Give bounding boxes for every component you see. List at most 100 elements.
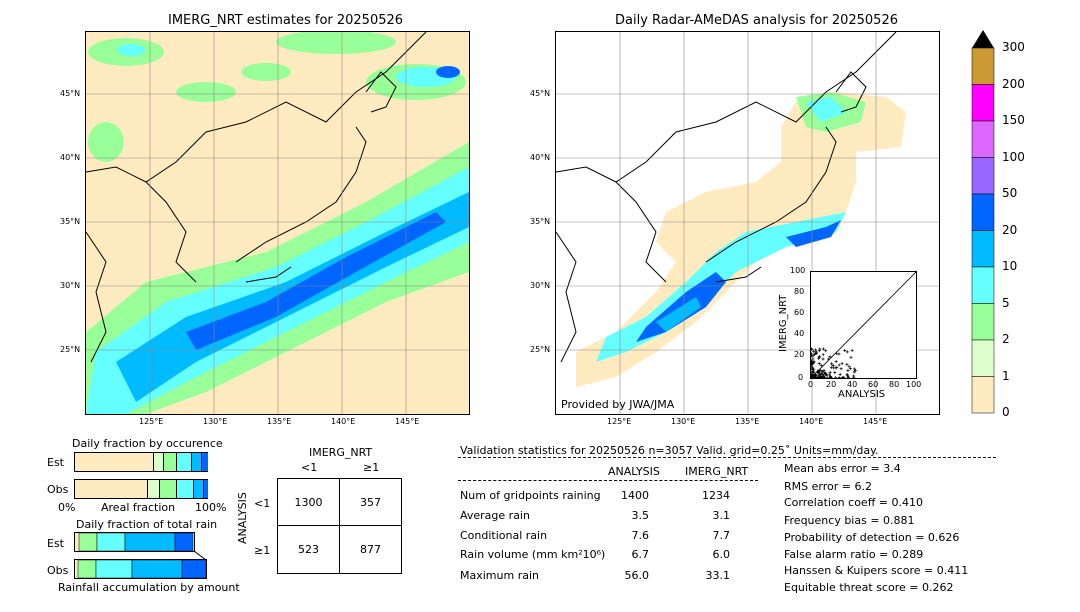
scatter-point xyxy=(843,349,847,353)
occurrence-axis-right: 100% xyxy=(195,501,227,514)
scatter-point xyxy=(852,374,856,378)
contingency-cell-lt-lt: 1300 xyxy=(277,478,340,526)
scatter-point xyxy=(812,349,816,353)
scatter-ylabel: IMERG_NRT xyxy=(778,294,789,352)
scatter-point xyxy=(809,359,813,363)
left-map-canvas xyxy=(86,32,469,414)
scatter-point xyxy=(815,370,819,374)
stat-imerg-conditional: 7.7 xyxy=(712,529,731,542)
validation-header: Validation statistics for 20250526 n=305… xyxy=(460,444,879,457)
score-hk: Hanssen & Kuipers score = 0.411 xyxy=(784,564,969,577)
right-lon-135: 135°E xyxy=(735,417,760,426)
scatter-point xyxy=(852,370,856,374)
scatter-point xyxy=(811,370,815,374)
radar-credit: Provided by JWA/JMA xyxy=(561,398,675,411)
right-coastline xyxy=(556,32,897,363)
left-lon-140: 140°E xyxy=(331,417,356,426)
score-pod: Probability of detection = 0.626 xyxy=(784,531,960,544)
left-lon-145: 145°E xyxy=(395,417,420,426)
scatter-point xyxy=(825,373,829,377)
inset-scatter-canvas xyxy=(809,271,917,380)
occurrence-est-label: Est xyxy=(47,456,64,469)
score-far: False alarm ratio = 0.289 xyxy=(784,548,924,561)
colorbar-band-9 xyxy=(971,376,995,414)
scatter-point xyxy=(840,361,844,365)
colorbar-label-20: 20 xyxy=(1002,222,1018,237)
scatter-ytick-60: 60 xyxy=(794,308,805,317)
scatter-point xyxy=(852,367,856,371)
scatter-point xyxy=(821,347,825,351)
scatter-point xyxy=(824,349,828,353)
scatter-point xyxy=(845,350,849,354)
scatter-xtick-60: 60 xyxy=(868,380,879,389)
colorbar-band-3 xyxy=(971,157,995,195)
scatter-point xyxy=(833,371,837,375)
scatter-point xyxy=(819,374,823,378)
scatter-point xyxy=(811,357,815,361)
occurrence-obs-label: Obs xyxy=(47,483,69,496)
contingency-cell-lt-ge: 357 xyxy=(339,478,402,526)
contingency-col-lt: <1 xyxy=(301,461,318,474)
colorbar xyxy=(971,30,995,414)
scatter-point xyxy=(817,373,821,377)
scatter-point xyxy=(810,363,814,367)
right-lat-45: 45°N xyxy=(530,89,551,98)
score-rms: RMS error = 6.2 xyxy=(784,480,872,493)
scatter-point xyxy=(817,355,821,359)
colorbar-label-200: 200 xyxy=(1002,76,1025,91)
scatter-ytick-0: 0 xyxy=(798,373,804,382)
scatter-point xyxy=(821,370,825,374)
scatter-point xyxy=(809,353,813,357)
occurrence-est-bar xyxy=(74,452,208,472)
right-lat-40: 40°N xyxy=(530,153,551,162)
scatter-point xyxy=(809,367,813,371)
stat-imerg-maximum: 33.1 xyxy=(705,569,731,582)
left-map xyxy=(85,31,470,415)
contingency-cell-ge-lt: 523 xyxy=(277,525,340,574)
scatter-point xyxy=(849,355,853,359)
contingency-row-lt: <1 xyxy=(254,497,271,510)
left-lat-40: 40°N xyxy=(60,153,81,162)
scatter-point xyxy=(827,373,831,377)
scatter-point xyxy=(830,362,834,366)
scatter-point xyxy=(845,374,849,378)
scatter-ytick-80: 80 xyxy=(794,287,805,296)
scatter-point xyxy=(819,372,823,376)
left-map-title: IMERG_NRT estimates for 20250526 xyxy=(168,13,404,28)
scatter-xlabel: ANALYSIS xyxy=(838,389,886,400)
scatter-point xyxy=(834,351,838,355)
scatter-point xyxy=(834,376,838,380)
scatter-xtick-0: 0 xyxy=(808,380,814,389)
scatter-point xyxy=(837,363,841,367)
right-lon-145: 145°E xyxy=(863,417,888,426)
scatter-ytick-100: 100 xyxy=(790,266,806,275)
colorbar-label-150: 150 xyxy=(1002,113,1025,127)
right-lon-130: 130°E xyxy=(671,417,696,426)
contingency-col-title: IMERG_NRT xyxy=(309,446,373,459)
colorbar-band-5 xyxy=(971,230,995,268)
scatter-point xyxy=(838,372,842,376)
occurrence-title: Daily fraction by occurence xyxy=(72,437,223,450)
scatter-point xyxy=(826,357,830,361)
scatter-ytick-20: 20 xyxy=(794,350,805,359)
scatter-diagonal xyxy=(810,271,917,379)
scatter-point xyxy=(832,366,836,370)
stat-imerg-volume: 6.0 xyxy=(712,548,731,561)
stat-imerg-average: 3.1 xyxy=(712,509,731,522)
stat-imerg-gridpoints: 1234 xyxy=(702,489,730,502)
validation-divider xyxy=(458,457,996,458)
right-lon-140: 140°E xyxy=(799,417,824,426)
inset-scatter xyxy=(809,271,917,380)
scatter-point xyxy=(813,374,817,378)
scatter-point xyxy=(811,366,815,370)
score-mae: Mean abs error = 3.4 xyxy=(784,462,901,475)
contingency-cell-ge-ge: 877 xyxy=(339,525,402,574)
score-ets: Equitable threat score = 0.262 xyxy=(784,581,954,594)
colorbar-band-4 xyxy=(971,193,995,231)
stat-analysis-gridpoints: 1400 xyxy=(621,489,649,502)
colorbar-extend-arrow xyxy=(972,30,994,48)
scatter-xtick-20: 20 xyxy=(826,380,837,389)
total-rain-obs-label: Obs xyxy=(47,564,69,577)
occurrence-axis-mid: Areal fraction xyxy=(101,501,176,514)
validation-col-imerg: IMERG_NRT xyxy=(685,465,749,478)
